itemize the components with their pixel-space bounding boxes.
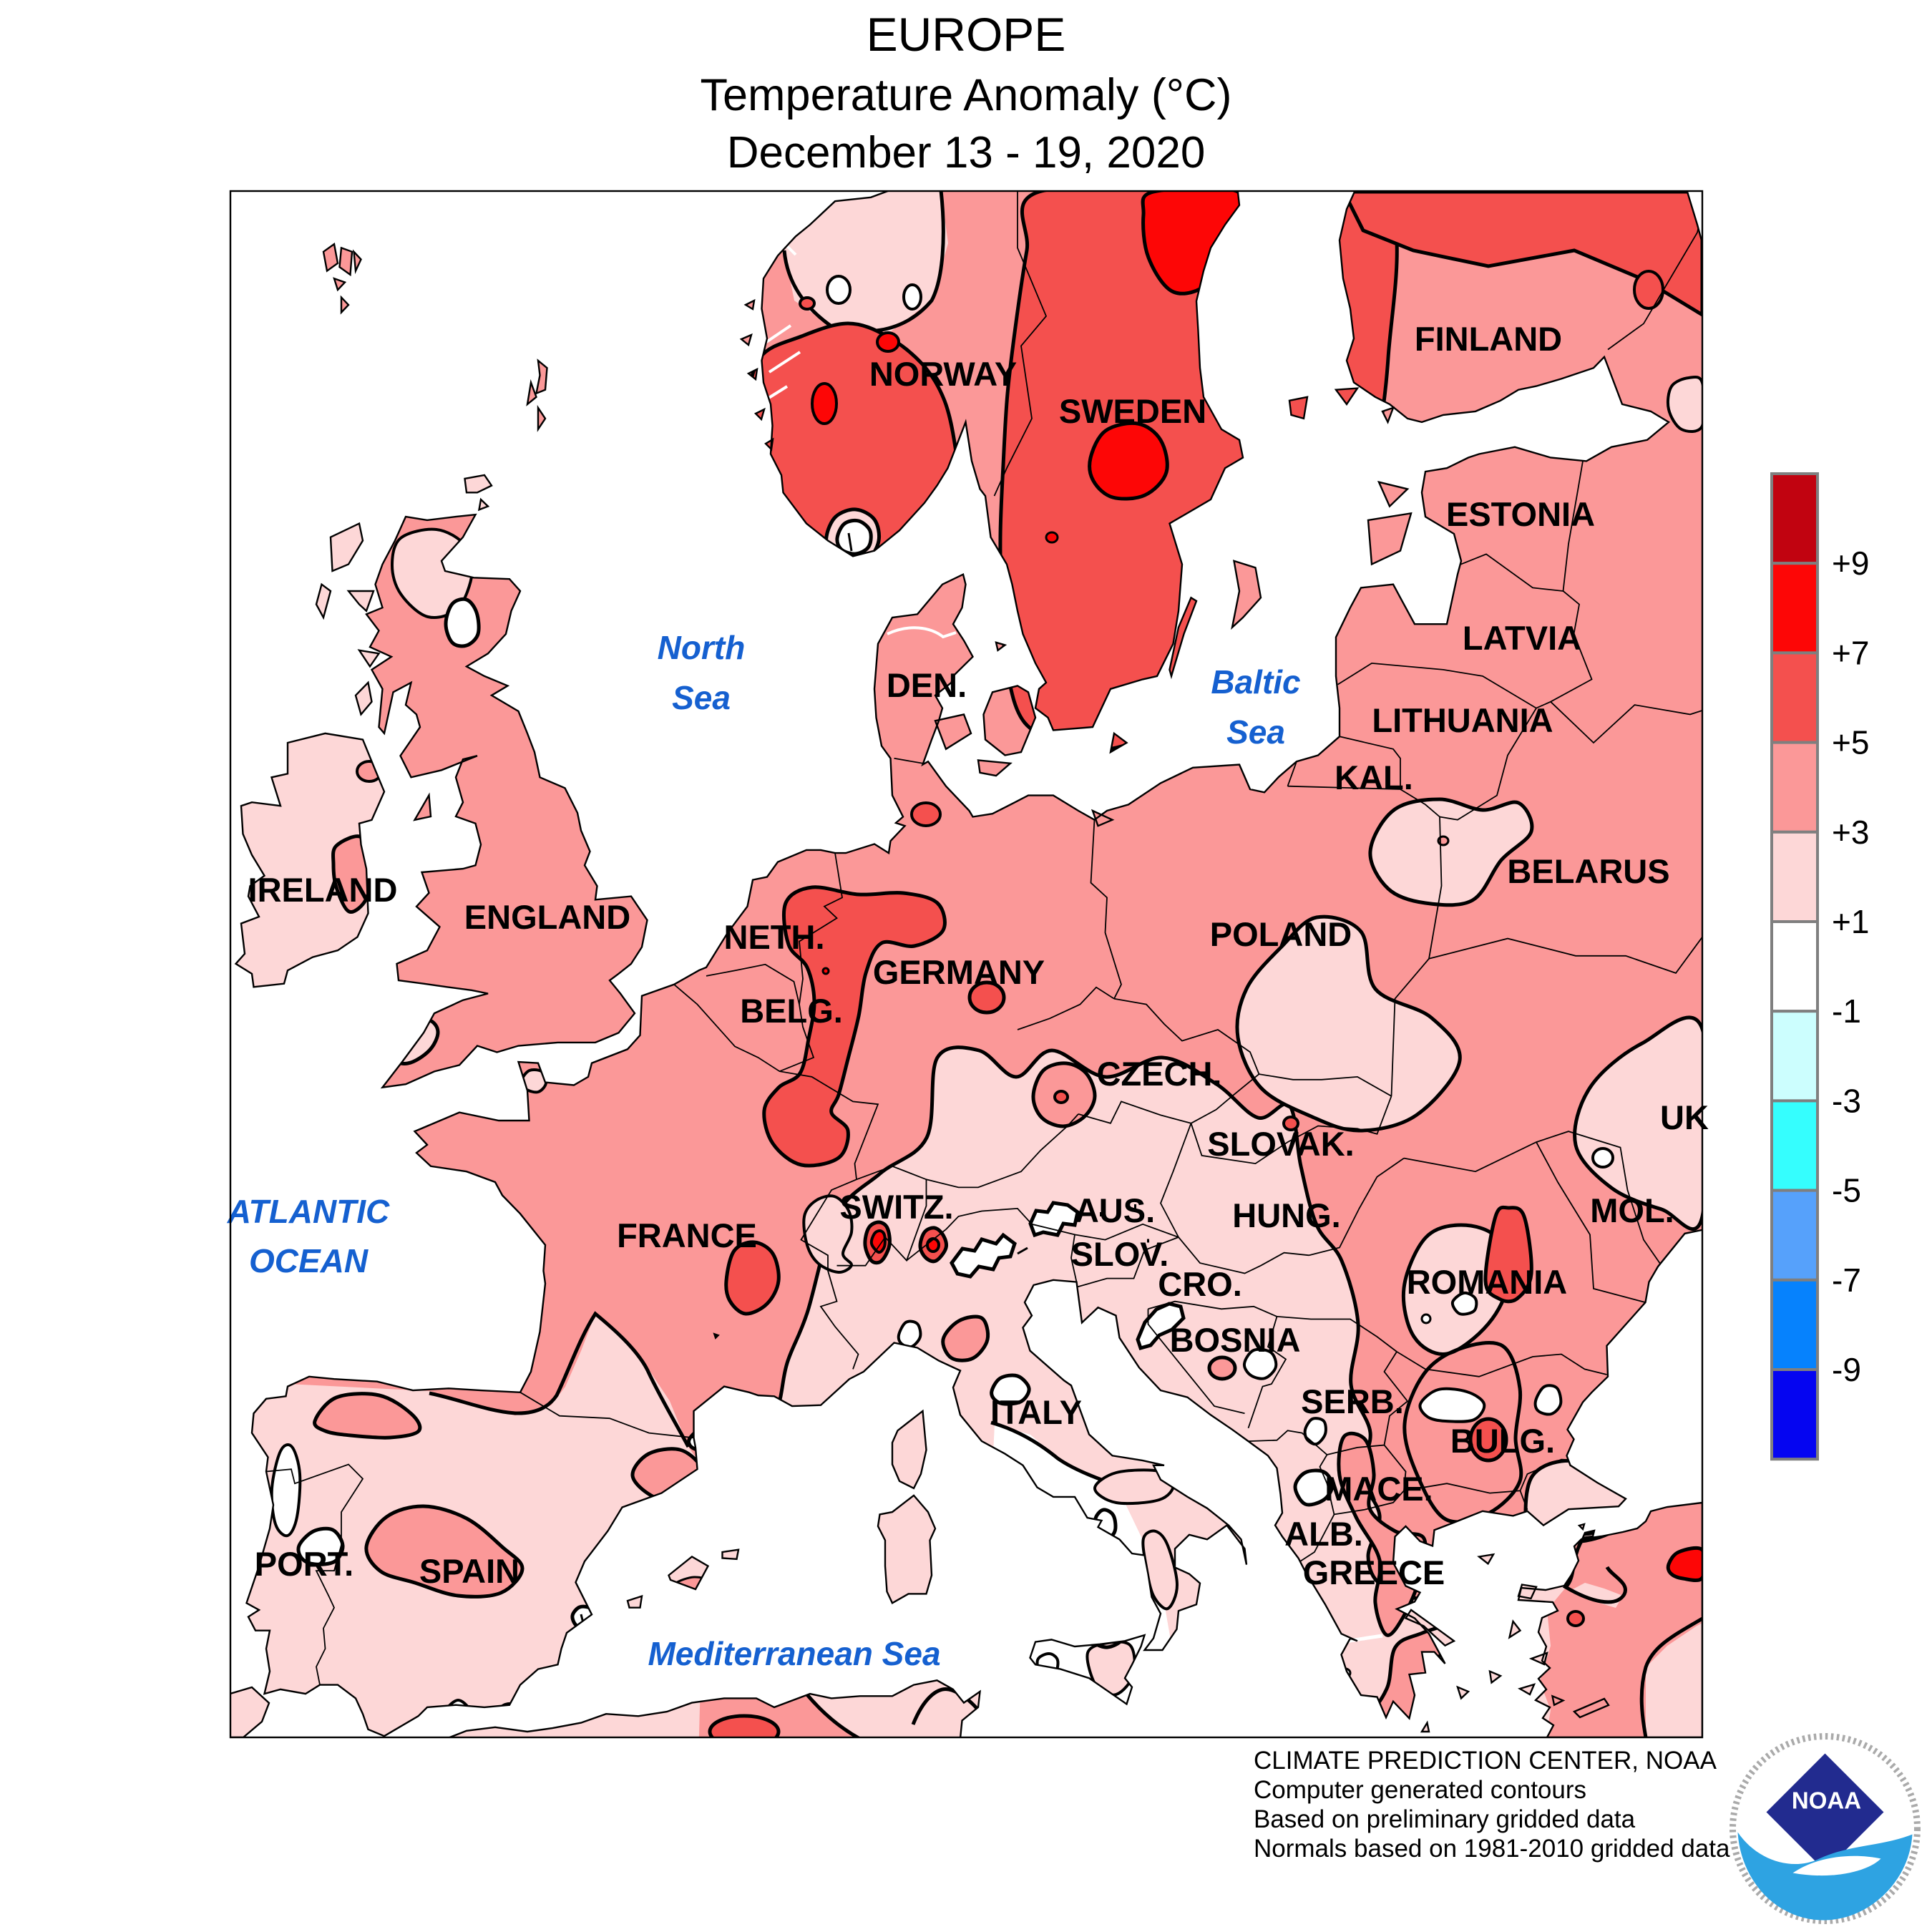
svg-text:IRELAND: IRELAND — [248, 871, 398, 909]
svg-text:-1: -1 — [1832, 992, 1861, 1030]
svg-text:SPAIN: SPAIN — [419, 1552, 519, 1590]
svg-text:GERMANY: GERMANY — [873, 953, 1045, 991]
svg-text:+7: +7 — [1832, 634, 1869, 671]
svg-text:ESTONIA: ESTONIA — [1446, 495, 1595, 533]
svg-text:UK: UK — [1660, 1098, 1709, 1136]
svg-text:FINLAND: FINLAND — [1415, 320, 1562, 358]
svg-text:MACE.: MACE. — [1324, 1470, 1433, 1508]
svg-text:Baltic: Baltic — [1211, 663, 1300, 701]
svg-text:SERB.: SERB. — [1301, 1382, 1404, 1420]
svg-text:HUNG.: HUNG. — [1232, 1196, 1340, 1234]
svg-text:BELG.: BELG. — [740, 992, 843, 1030]
svg-text:PORT.: PORT. — [255, 1545, 353, 1583]
svg-text:MOL.: MOL. — [1590, 1191, 1674, 1229]
svg-text:ENGLAND: ENGLAND — [464, 898, 630, 936]
svg-text:NETH.: NETH. — [724, 918, 825, 956]
svg-text:SLOVAK.: SLOVAK. — [1207, 1125, 1354, 1163]
svg-text:+3: +3 — [1832, 814, 1869, 851]
svg-text:+1: +1 — [1832, 903, 1869, 940]
svg-text:GREECE: GREECE — [1303, 1553, 1445, 1591]
svg-text:-3: -3 — [1832, 1082, 1861, 1119]
svg-text:ITALY: ITALY — [990, 1393, 1082, 1431]
svg-text:North: North — [658, 629, 746, 666]
svg-text:FRANCE: FRANCE — [617, 1216, 757, 1254]
svg-text:ROMANIA: ROMANIA — [1407, 1263, 1568, 1301]
svg-text:NOAA: NOAA — [1792, 1787, 1861, 1814]
svg-text:CRO.: CRO. — [1158, 1265, 1242, 1303]
svg-text:+9: +9 — [1832, 545, 1869, 582]
svg-text:DEN.: DEN. — [887, 666, 967, 704]
svg-text:AUS.: AUS. — [1075, 1191, 1155, 1229]
svg-text:Sea: Sea — [1226, 713, 1285, 751]
svg-text:KAL.: KAL. — [1335, 758, 1413, 796]
svg-text:SLOV.: SLOV. — [1071, 1235, 1169, 1273]
svg-text:-5: -5 — [1832, 1172, 1861, 1209]
svg-text:BELARUS: BELARUS — [1507, 852, 1669, 890]
svg-text:-9: -9 — [1832, 1351, 1861, 1388]
svg-text:ATLANTIC: ATLANTIC — [227, 1193, 390, 1230]
svg-text:ALB.: ALB. — [1284, 1515, 1363, 1553]
svg-text:POLAND: POLAND — [1210, 915, 1352, 953]
svg-text:NORWAY: NORWAY — [869, 355, 1017, 393]
svg-text:BULG.: BULG. — [1450, 1422, 1555, 1460]
svg-text:Mediterranean Sea: Mediterranean Sea — [648, 1635, 940, 1672]
svg-text:BOSNIA: BOSNIA — [1170, 1321, 1301, 1359]
svg-text:OCEAN: OCEAN — [249, 1242, 369, 1279]
svg-text:-7: -7 — [1832, 1262, 1861, 1299]
svg-text:+5: +5 — [1832, 724, 1869, 761]
svg-text:SWEDEN: SWEDEN — [1059, 392, 1206, 430]
svg-text:SWITZ.: SWITZ. — [839, 1188, 953, 1226]
svg-text:LATVIA: LATVIA — [1463, 619, 1581, 657]
svg-text:LITHUANIA: LITHUANIA — [1372, 701, 1553, 739]
svg-text:CZECH.: CZECH. — [1097, 1055, 1222, 1093]
svg-text:Sea: Sea — [672, 679, 731, 716]
